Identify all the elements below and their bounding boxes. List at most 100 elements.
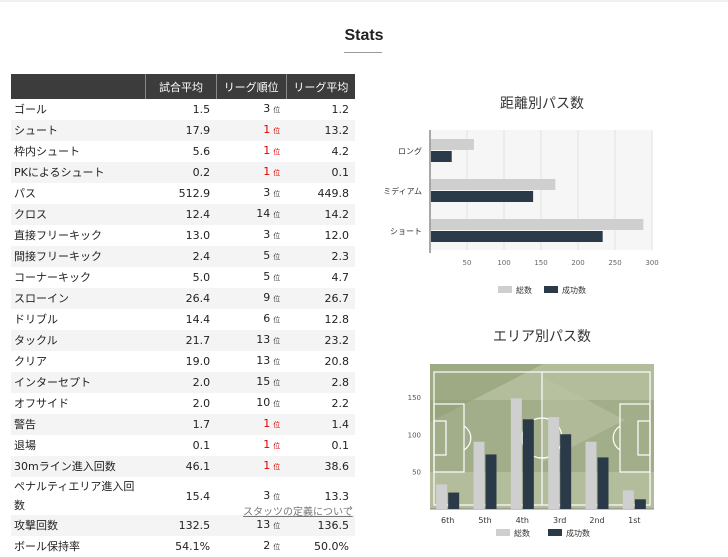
bar xyxy=(522,419,534,509)
match-average-value: 12.4 xyxy=(145,204,217,225)
bar xyxy=(431,151,452,162)
stat-label: ゴール xyxy=(14,103,47,116)
x-tick-label: 250 xyxy=(608,259,621,267)
legend-label: 総数 xyxy=(514,528,530,538)
match-average-value: 0.2 xyxy=(145,162,217,183)
league-average-value: 2.8 xyxy=(286,372,355,393)
rank-suffix: 位 xyxy=(273,463,281,471)
category-label: ショート xyxy=(390,227,422,236)
table-row: 警告 1.7 1 位 1.4 xyxy=(11,414,355,435)
league-rank-value: 1 xyxy=(263,438,271,451)
bar xyxy=(560,434,572,509)
league-average-value: 0.1 xyxy=(286,162,355,183)
match-average-value: 1.5 xyxy=(192,103,211,116)
stat-label: 間接フリーキック xyxy=(11,246,146,267)
table-row: 攻撃回数 132.5 13 位 136.5 xyxy=(11,515,355,536)
legend-label: 成功数 xyxy=(562,285,586,295)
category-label: 4th xyxy=(516,516,529,525)
league-average-value: 449.8 xyxy=(317,187,350,200)
match-average-value: 1.7 xyxy=(145,414,217,435)
match-average-value: 0.1 xyxy=(192,439,211,452)
rank-suffix: 位 xyxy=(273,492,281,501)
rank-suffix: 位 xyxy=(273,379,281,387)
league-average-value: 4.7 xyxy=(331,271,350,284)
legend-label: 成功数 xyxy=(566,528,590,538)
league-rank-value: 13 xyxy=(256,354,271,367)
table-row: クリア 19.0 13 位 20.8 xyxy=(11,351,355,372)
rank-suffix: 位 xyxy=(273,543,281,551)
league-average-value: 26.7 xyxy=(286,288,355,309)
rank-suffix: 位 xyxy=(273,400,281,408)
bar xyxy=(473,441,485,509)
legend-swatch xyxy=(548,529,562,536)
stat-label: 退場 xyxy=(14,439,36,452)
league-rank-cell: 15 位 xyxy=(216,372,287,393)
league-rank-value: 14 xyxy=(256,207,271,220)
y-tick-label: 50 xyxy=(412,469,421,477)
league-average-value: 12.0 xyxy=(324,229,350,242)
match-average-value: 2.0 xyxy=(145,372,217,393)
bar xyxy=(431,191,534,202)
match-average-value: 132.5 xyxy=(145,515,217,536)
bar xyxy=(431,179,556,190)
league-rank-cell: 13 位 xyxy=(216,515,287,536)
match-average-value: 17.9 xyxy=(145,120,217,141)
rank-suffix: 位 xyxy=(273,522,281,530)
pitch-background xyxy=(430,364,654,509)
y-tick-label: 150 xyxy=(408,394,421,402)
league-rank-cell: 10 位 xyxy=(216,393,286,414)
stats-definition-link[interactable]: スタッツの定義について xyxy=(243,507,353,518)
table-row: オフサイド 2.0 10 位 2.2 xyxy=(11,393,355,414)
chart-title: 距離別パス数 xyxy=(500,95,584,112)
bar xyxy=(448,492,460,509)
x-tick-label: 50 xyxy=(463,259,472,267)
bar xyxy=(485,454,497,509)
league-rank-value: 13 xyxy=(256,333,271,346)
x-tick-label: 300 xyxy=(645,259,658,267)
header-league-rank: リーグ順位 xyxy=(215,74,287,99)
bar xyxy=(431,139,474,150)
bar xyxy=(431,219,644,230)
chevron-right-icon[interactable]: › xyxy=(349,503,353,514)
y-tick-label: 100 xyxy=(408,431,421,439)
table-row: PKによるシュート 0.2 1 位 0.1 xyxy=(11,162,355,183)
stat-label: ボール保持率 xyxy=(14,540,80,553)
bar xyxy=(510,398,522,509)
stats-table: 試合平均 リーグ順位 リーグ平均 ゴール 1.5 3 位 1.2 シュート 17.9 1 位 13… xyxy=(11,74,355,557)
league-average-value: 12.8 xyxy=(324,313,350,326)
league-rank-cell: 13 位 xyxy=(216,330,287,351)
league-average-value: 38.6 xyxy=(286,456,355,477)
league-rank-value: 5 xyxy=(263,270,271,283)
rank-suffix: 位 xyxy=(273,106,281,114)
table-row: パス 512.9 3 位 449.8 xyxy=(11,183,355,204)
rank-suffix: 位 xyxy=(273,211,281,219)
title-underline xyxy=(344,52,382,53)
stat-label: 攻撃回数 xyxy=(11,515,146,536)
match-average-value: 2.4 xyxy=(145,246,217,267)
header-league-average: リーグ平均 xyxy=(285,74,355,99)
league-rank-value: 3 xyxy=(263,488,271,502)
table-row: コーナーキック 5.0 5 位 4.7 xyxy=(11,267,355,288)
league-rank-value: 13 xyxy=(256,518,271,531)
category-label: 3rd xyxy=(553,516,566,525)
league-average-value: 1.4 xyxy=(286,414,355,435)
rank-suffix: 位 xyxy=(273,442,281,450)
bar xyxy=(622,490,634,509)
bar xyxy=(431,231,603,242)
league-rank-value: 3 xyxy=(263,228,271,241)
league-average-value: 2.2 xyxy=(331,397,350,410)
league-rank-value: 6 xyxy=(263,312,271,325)
league-rank-value: 1 xyxy=(263,144,271,157)
stat-label: 警告 xyxy=(11,414,146,435)
table-row: スローイン 26.4 9 位 26.7 xyxy=(11,288,355,309)
stat-label: ドリブル xyxy=(14,313,58,326)
league-rank-value: 15 xyxy=(256,375,271,388)
match-average-value: 46.1 xyxy=(145,456,217,477)
chart-title: エリア別パス数 xyxy=(493,329,591,345)
